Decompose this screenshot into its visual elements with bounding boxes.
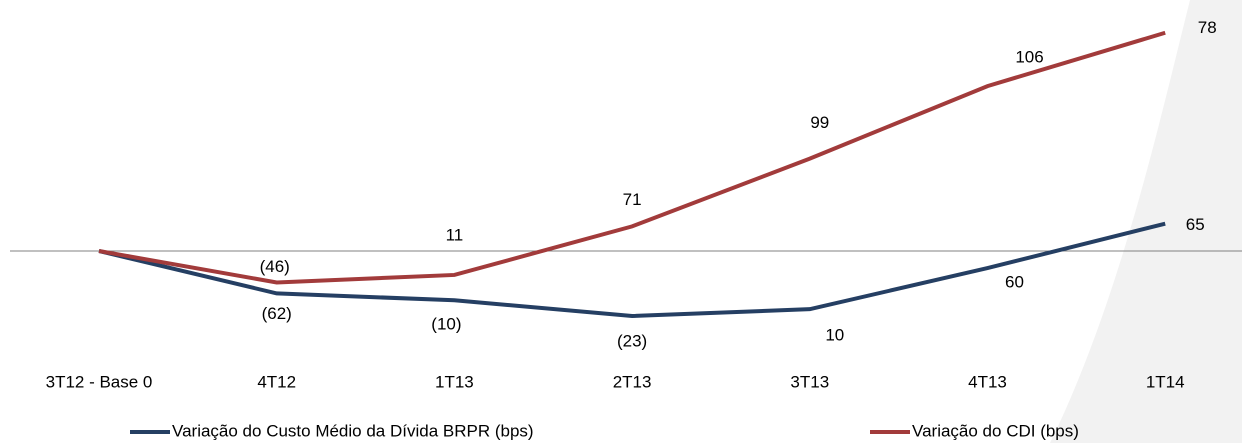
data-label: 10 [825, 326, 844, 345]
data-label: 60 [1005, 273, 1024, 292]
x-tick-label: 1T14 [1146, 372, 1185, 391]
x-tick-label: 3T12 - Base 0 [46, 372, 153, 391]
data-label: 106 [1015, 48, 1043, 67]
x-tick-label: 3T13 [790, 372, 829, 391]
x-tick-label: 4T12 [257, 372, 296, 391]
data-label: 65 [1186, 215, 1205, 234]
data-label: (23) [617, 331, 647, 350]
data-label: 11 [446, 225, 464, 244]
data-label: 78 [1198, 18, 1217, 37]
data-label: 99 [810, 113, 829, 132]
data-label: (62) [262, 304, 292, 323]
x-tick-label: 4T13 [968, 372, 1007, 391]
data-label: 71 [623, 190, 642, 209]
legend-label: Variação do CDI (bps) [912, 421, 1079, 440]
x-tick-label: 1T13 [435, 372, 474, 391]
data-label: (46) [260, 257, 290, 276]
legend-label: Variação do Custo Médio da Dívida BRPR (… [172, 421, 534, 440]
background-shape [1050, 0, 1242, 443]
line-series [98, 30, 1166, 285]
x-tick-label: 2T13 [613, 372, 652, 391]
data-label: (10) [431, 315, 461, 334]
line-series [98, 221, 1166, 319]
